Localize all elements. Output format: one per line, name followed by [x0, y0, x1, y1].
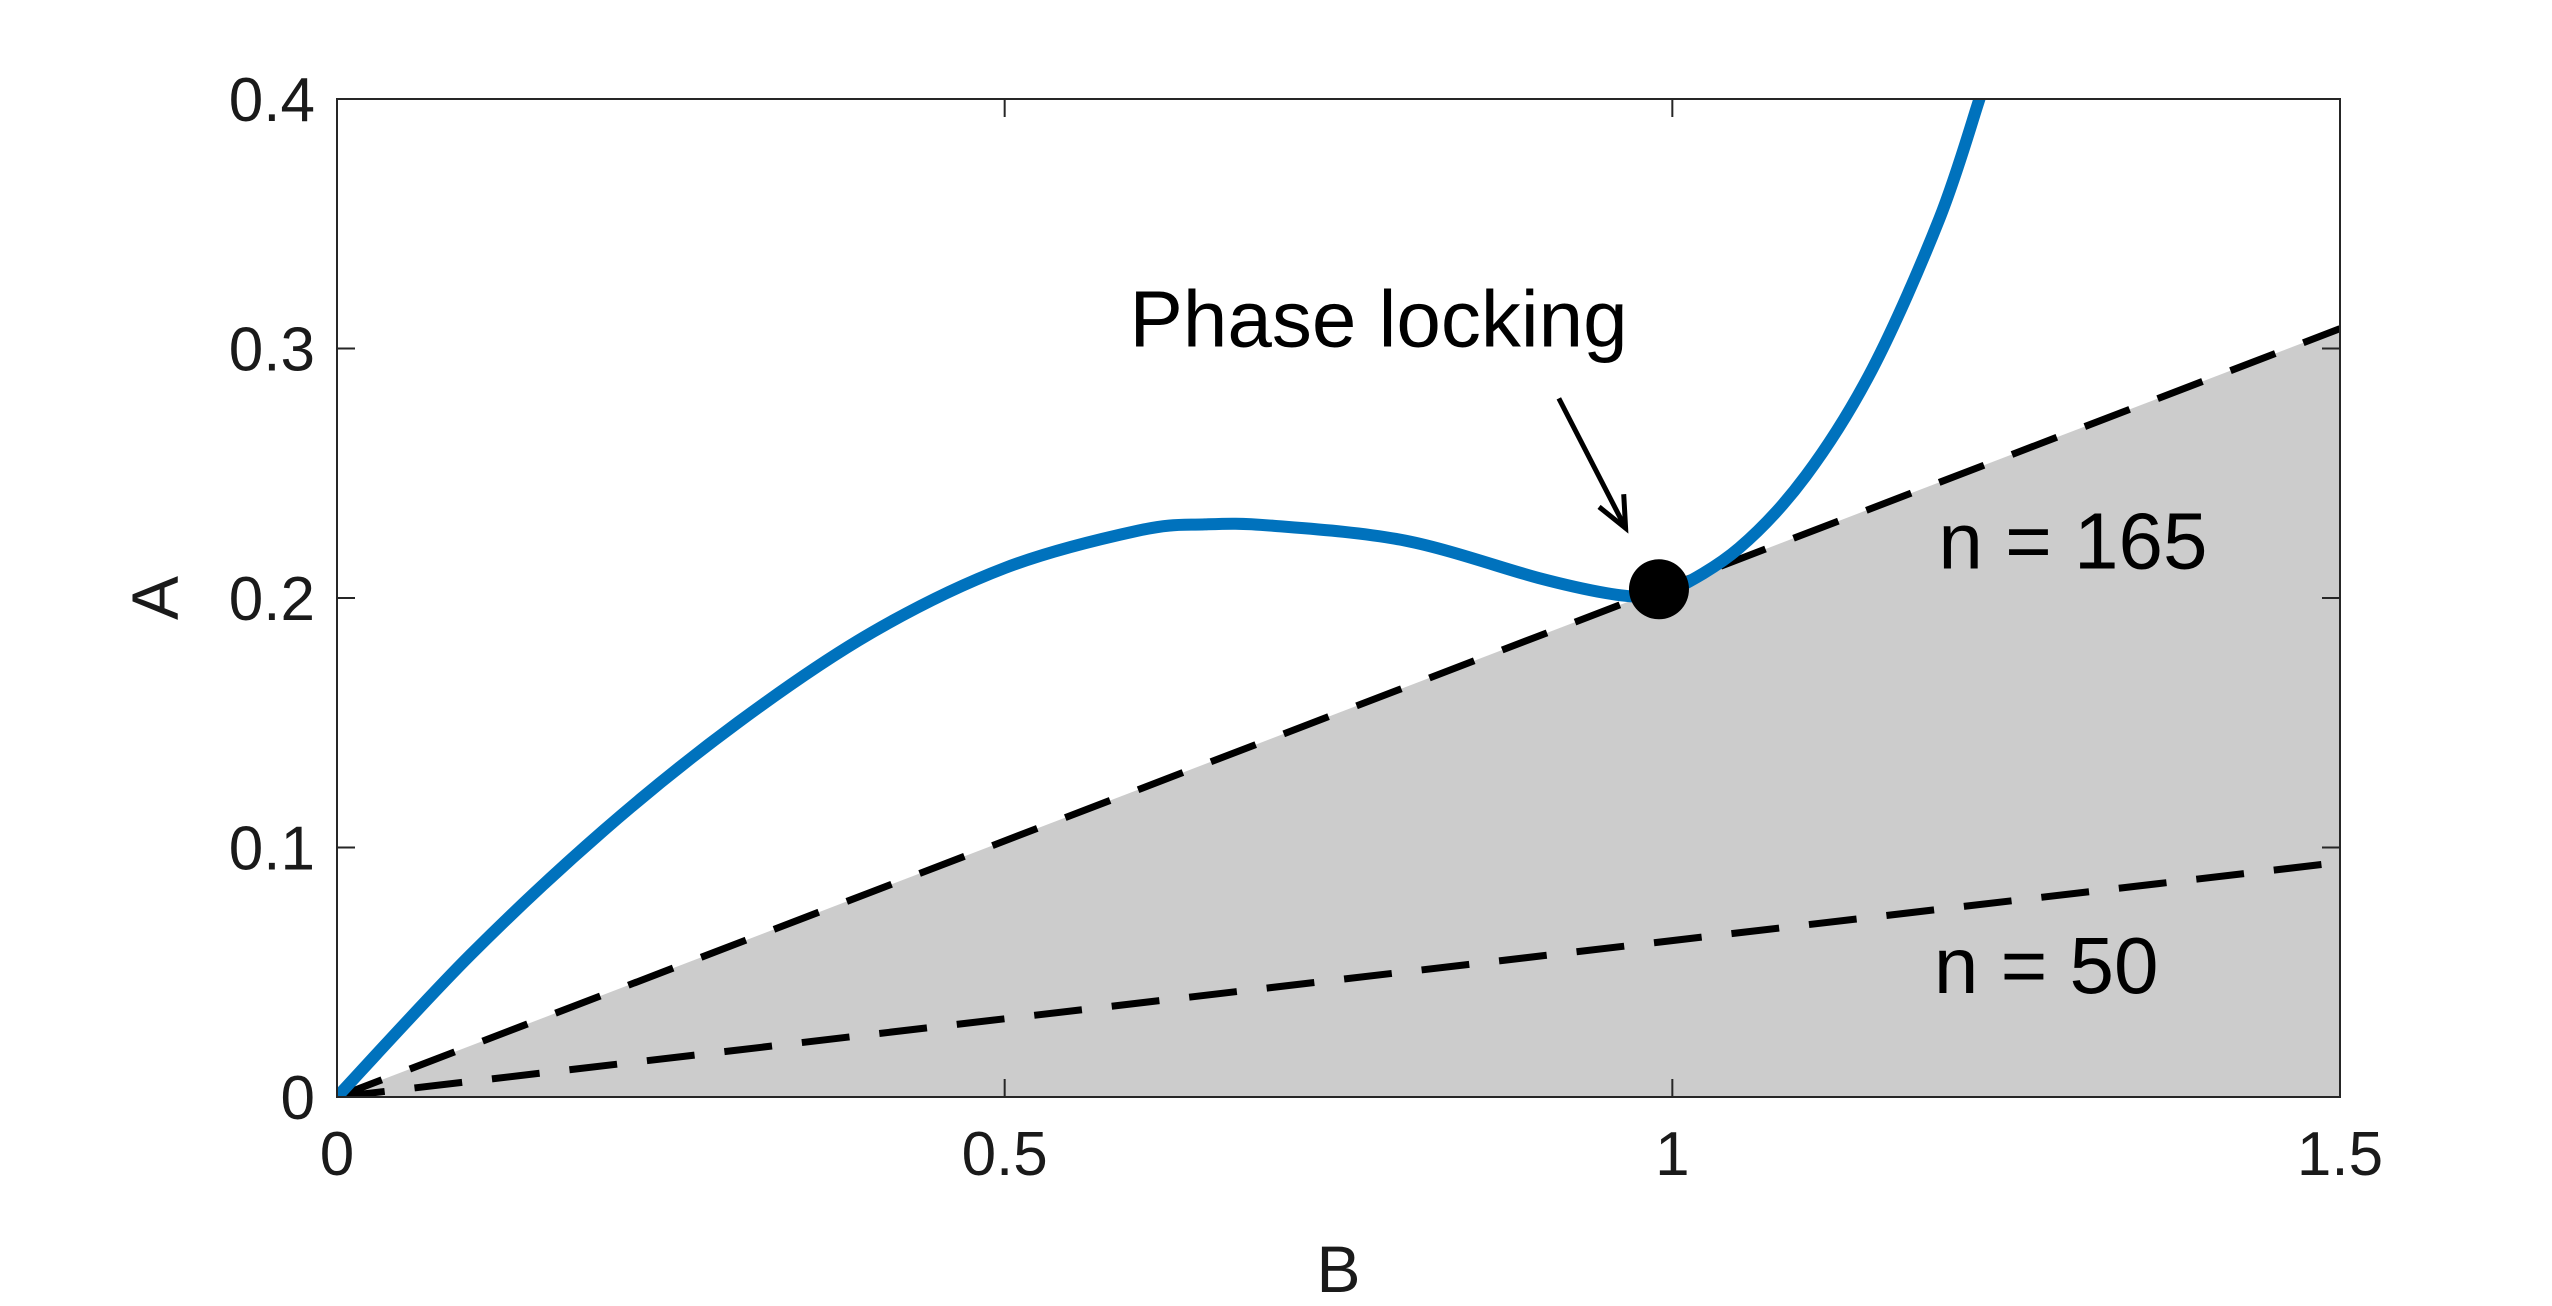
phase-locking-annotation: Phase locking	[1130, 275, 1628, 364]
y-tick-label: 0.4	[229, 66, 315, 135]
shaded-region	[337, 328, 2340, 1097]
x-tick-label: 0	[320, 1120, 354, 1189]
y-tick-label: 0.1	[229, 815, 315, 884]
blue-curve	[337, 99, 1986, 1097]
y-tick-label: 0.3	[229, 316, 315, 385]
x-tick-label: 1.5	[2297, 1120, 2383, 1189]
phase-locking-marker	[1628, 559, 1689, 620]
n50-annotation: n = 50	[1934, 921, 2159, 1010]
y-tick-label: 0	[281, 1064, 315, 1133]
dashed-line-1	[337, 858, 2340, 1097]
x-tick-label: 1	[1655, 1120, 1689, 1189]
plot-content	[337, 99, 2340, 1097]
plot-area	[337, 99, 2340, 1097]
arrow-head	[1597, 494, 1629, 534]
x-tick-label: 0.5	[962, 1120, 1048, 1189]
axes: 0 0.5 1 1.5 0 0.1 0.2 0.3 0.4	[229, 66, 2383, 1189]
dashed-line-0	[337, 325, 2340, 1097]
x-axis-label: B	[1316, 1232, 1360, 1306]
y-tick-label: 0.2	[229, 565, 315, 634]
y-axis-label: A	[118, 576, 192, 620]
arrow-shaft	[1556, 397, 1628, 530]
n165-annotation: n = 165	[1938, 497, 2207, 586]
